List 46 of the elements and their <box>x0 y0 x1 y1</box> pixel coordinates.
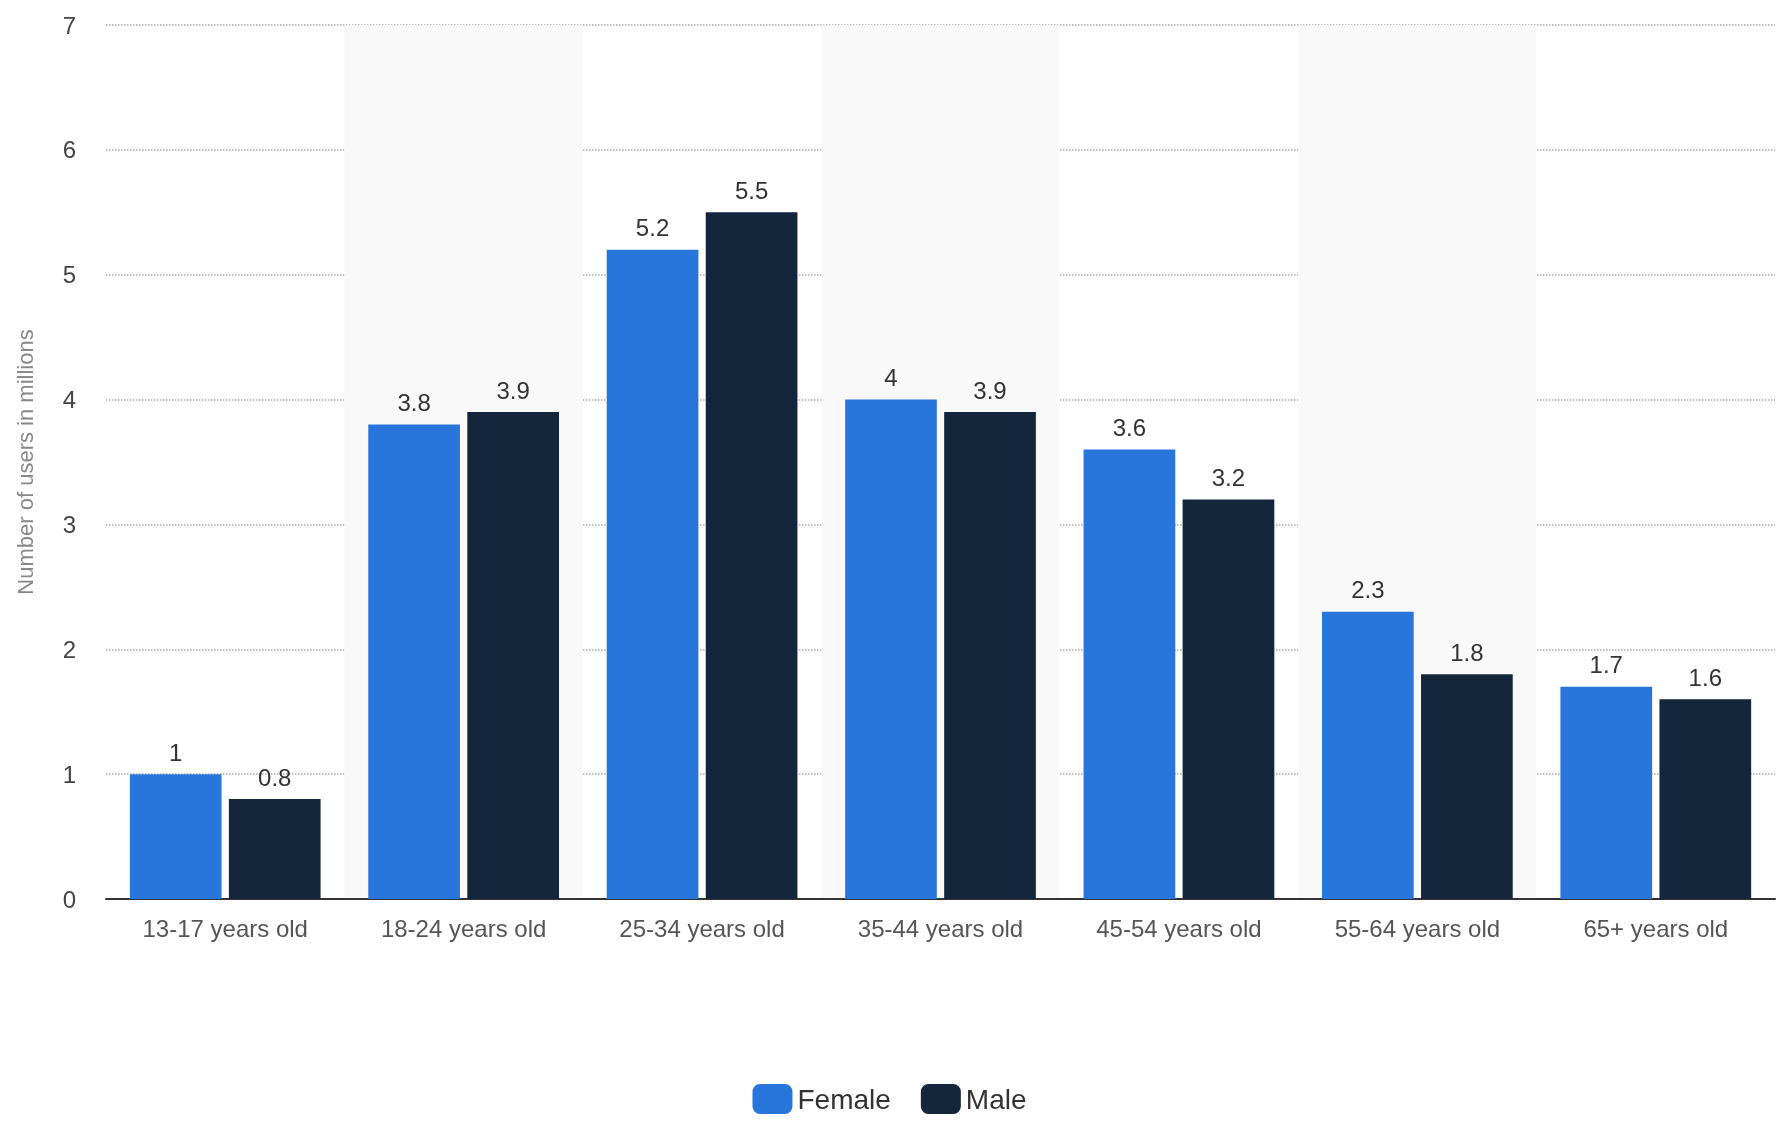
bar <box>1321 611 1414 899</box>
legend-label: Male <box>965 1083 1027 1115</box>
bar <box>705 212 798 899</box>
x-tick-label: 35-44 years old <box>857 914 1024 942</box>
bar <box>467 412 560 899</box>
data-label: 3.8 <box>397 389 431 417</box>
y-tick-label: 5 <box>62 261 76 289</box>
data-label: 0.8 <box>258 763 292 791</box>
data-label: 1.8 <box>1450 638 1484 666</box>
data-label: 1.6 <box>1688 663 1722 691</box>
x-tick-label: 65+ years old <box>1583 914 1729 942</box>
data-label: 1.7 <box>1589 651 1623 679</box>
bar <box>1182 499 1275 899</box>
data-label: 3.2 <box>1211 463 1246 491</box>
x-tick-label: 45-54 years old <box>1096 914 1262 942</box>
y-tick-label: 1 <box>62 760 76 788</box>
bar <box>1421 674 1513 899</box>
y-tick-label: 7 <box>62 11 76 39</box>
bar <box>129 774 222 899</box>
y-tick-label: 2 <box>62 635 76 663</box>
x-tick-label: 25-34 years old <box>619 914 785 942</box>
data-label: 2.3 <box>1351 576 1385 604</box>
y-tick-label: 0 <box>62 885 76 913</box>
bar <box>228 799 321 899</box>
bar <box>944 412 1036 899</box>
data-label: 3.6 <box>1112 414 1147 442</box>
data-label: 1 <box>169 738 183 766</box>
y-axis-title: Number of users in millions <box>12 329 38 595</box>
data-label: 5.5 <box>734 176 769 204</box>
bar <box>1083 449 1176 899</box>
bar <box>1659 699 1752 899</box>
data-label: 3.9 <box>496 376 530 404</box>
x-tick-label: 55-64 years old <box>1334 914 1501 942</box>
x-tick-label: 18-24 years old <box>380 914 547 942</box>
y-tick-label: 6 <box>62 136 76 164</box>
data-label: 3.9 <box>973 376 1007 404</box>
y-tick-label: 4 <box>62 386 76 414</box>
y-tick-label: 3 <box>62 510 76 538</box>
x-tick-label: 13-17 years old <box>142 914 308 942</box>
bar <box>1560 686 1653 899</box>
bar <box>606 249 699 899</box>
bar <box>368 424 460 899</box>
data-label: 5.2 <box>635 214 670 242</box>
legend-label: Female <box>797 1083 891 1115</box>
bar <box>845 399 937 899</box>
data-label: 4 <box>884 364 898 392</box>
